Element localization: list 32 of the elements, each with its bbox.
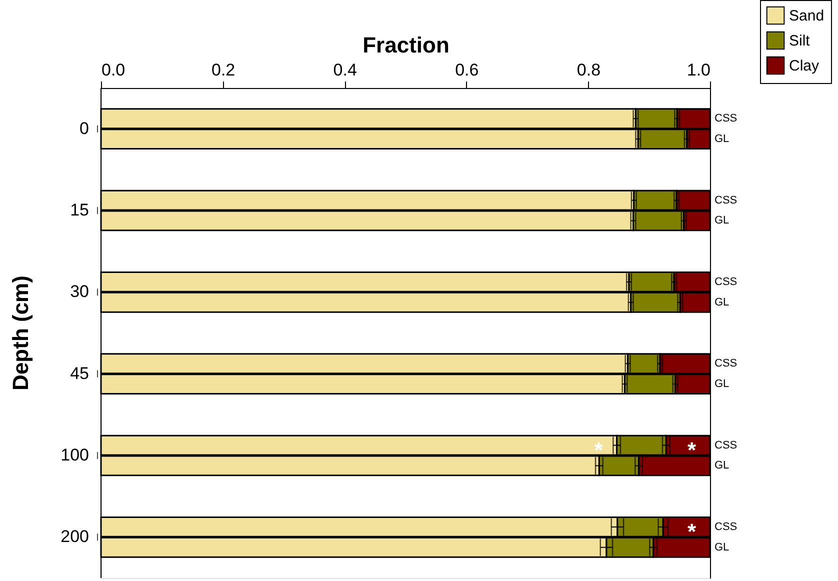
y-tick-label: CSS: [714, 194, 738, 206]
y-tick-label: CSS: [714, 439, 738, 452]
x-tick-label: 0.8: [576, 60, 601, 80]
legend-label: Clay: [789, 58, 820, 74]
y-tick-label: GL: [714, 378, 730, 390]
text: 0: [80, 118, 89, 138]
text: 100: [60, 446, 89, 464]
y-axis-title: Depth (cm): [8, 276, 33, 390]
x-axis-title: Fraction: [362, 32, 450, 58]
x-tick-label: 1.0: [686, 60, 710, 80]
text: 30: [70, 282, 89, 302]
x-tick-label: 0.4: [333, 60, 357, 80]
text: 45: [70, 364, 89, 383]
legend-label: Silt: [789, 32, 811, 50]
data-label: *: [687, 518, 696, 544]
x-tick-label: 0.0: [102, 60, 126, 80]
y-tick-label: CSS: [714, 276, 738, 288]
data-label: *: [687, 437, 696, 462]
y-tick-label: GL: [714, 133, 730, 146]
x-tick-label: 0.6: [455, 60, 479, 80]
y-tick-label: CSS: [714, 520, 738, 533]
y-tick-label: GL: [714, 296, 730, 308]
x-tick-label: 0.2: [211, 60, 236, 80]
legend-label: Sand: [789, 8, 824, 24]
y-tick-label: CSS: [714, 112, 738, 125]
y-tick-label: GL: [714, 460, 730, 472]
y-tick-label: CSS: [714, 358, 738, 370]
y-tick-label: GL: [714, 541, 730, 554]
data-label: *: [594, 437, 604, 462]
text: 15: [70, 200, 89, 220]
text: 200: [60, 527, 89, 546]
y-tick-label: GL: [714, 214, 730, 227]
